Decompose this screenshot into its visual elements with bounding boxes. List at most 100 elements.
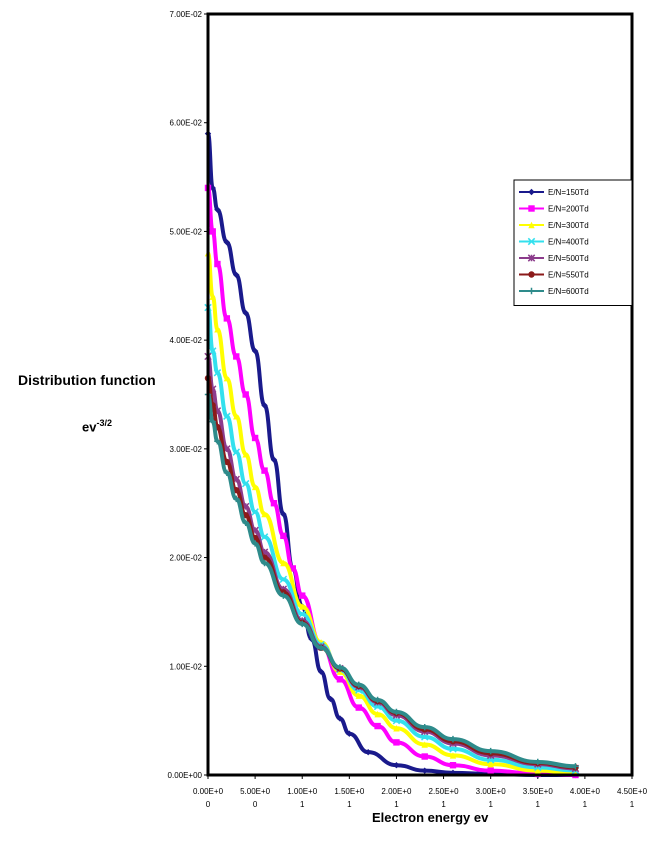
legend-entry: E/N=300Td (519, 221, 589, 230)
data-point-marker (449, 752, 457, 759)
data-point-marker (336, 668, 344, 675)
data-point-marker (355, 704, 362, 711)
legend-entry: E/N=500Td (519, 254, 589, 263)
data-point-marker (393, 725, 400, 732)
legend-label: E/N=550Td (548, 271, 589, 280)
legend: E/N=150Td E/N=200Td E/N=300Td E/N=400Td E/N=… (513, 179, 633, 306)
data-point-marker (317, 668, 325, 675)
data-point-marker (298, 610, 306, 618)
data-point-marker (242, 519, 249, 526)
data-point-marker (421, 723, 428, 731)
y-tick-label: 5.00E-02 (170, 227, 203, 236)
data-point-marker (393, 708, 400, 716)
legend-swatch-marker (528, 205, 535, 212)
data-point-marker (299, 620, 306, 628)
data-point-marker (487, 767, 494, 774)
data-point-marker (251, 483, 259, 491)
y-tick-label: 2.00E-02 (170, 554, 203, 563)
data-point-marker (355, 692, 362, 699)
y-tick-label: 4.00E-02 (170, 336, 203, 345)
legend-label: E/N=300Td (548, 221, 589, 230)
series-group (204, 130, 580, 779)
data-point-marker (261, 559, 268, 567)
legend-entry: E/N=400Td (519, 238, 589, 247)
data-point-marker (223, 469, 231, 476)
data-point-marker (449, 745, 457, 753)
data-point-marker (279, 575, 288, 584)
data-point-marker (280, 559, 287, 567)
legend-label: E/N=150Td (548, 188, 589, 197)
data-point-marker (299, 603, 306, 610)
data-point-marker (232, 448, 240, 456)
legend-entry: E/N=600Td (519, 287, 589, 296)
data-point-marker (223, 458, 231, 466)
data-point-marker (209, 228, 216, 235)
series-2 (204, 184, 579, 779)
data-point-marker (242, 391, 249, 398)
series-line (206, 251, 576, 775)
data-point-marker (270, 456, 278, 463)
x-tick-label: 2.00E+0 (381, 787, 412, 796)
data-point-marker (449, 735, 457, 743)
data-point-marker (242, 451, 249, 458)
data-point-marker (280, 532, 287, 540)
data-point-marker (420, 733, 429, 741)
data-point-marker (336, 676, 344, 683)
y-tick-label: 3.00E-02 (170, 445, 203, 454)
data-point-marker (289, 565, 296, 572)
data-point-marker (251, 540, 259, 547)
legend-swatch-marker (528, 287, 535, 295)
data-point-marker (392, 716, 401, 725)
data-point-marker (327, 695, 334, 703)
y-axis-ticks: 0.00E+00 1.00E-02 2.00E-02 3.00E-02 4.00E-02… (168, 10, 208, 780)
legend-entry: E/N=150Td (519, 188, 589, 197)
x-tick-label-line2: 0 (253, 800, 258, 809)
x-tick-label-line2: 1 (583, 800, 588, 809)
data-point-marker (534, 767, 541, 774)
data-point-marker (242, 309, 249, 317)
x-tick-label-line2: 1 (630, 800, 635, 809)
legend-swatch-marker (527, 254, 536, 262)
data-point-marker (251, 508, 259, 516)
series-line (206, 185, 576, 777)
x-tick-label-line2: 0 (206, 800, 211, 809)
data-point-marker (336, 664, 344, 671)
data-point-marker (209, 293, 216, 300)
x-tick-label-line2: 1 (441, 800, 446, 809)
data-point-marker (280, 510, 287, 518)
data-point-marker (209, 418, 216, 425)
data-point-marker (346, 730, 353, 737)
data-point-marker (449, 762, 457, 769)
data-point-marker (233, 495, 240, 503)
data-point-marker (393, 762, 400, 769)
x-tick-label-line2: 1 (488, 800, 493, 809)
y-axis-label: Distribution function (18, 372, 156, 388)
data-point-marker (261, 510, 268, 518)
y-tick-label: 7.00E-02 (170, 10, 203, 19)
data-point-marker (270, 500, 278, 507)
x-tick-label: 3.50E+0 (523, 787, 554, 796)
data-point-marker (317, 644, 325, 652)
data-point-marker (223, 374, 231, 382)
x-tick-label: 1.00E+0 (287, 787, 318, 796)
series-7 (204, 391, 579, 770)
data-point-marker (534, 758, 541, 766)
y-unit-base: ev (82, 419, 97, 435)
x-tick-label: 3.00E+0 (476, 787, 507, 796)
data-point-marker (223, 315, 231, 322)
y-tick-label: 0.00E+00 (168, 771, 203, 780)
legend-label: E/N=500Td (548, 254, 589, 263)
data-point-marker (214, 260, 221, 268)
data-point-marker (223, 239, 231, 246)
data-point-marker (374, 710, 381, 718)
x-tick-label: 0.00E+0 (193, 787, 224, 796)
data-point-marker (374, 722, 381, 730)
data-point-marker (374, 696, 381, 704)
data-point-marker (364, 748, 372, 756)
legend-label: E/N=400Td (548, 238, 589, 247)
x-tick-label: 5.00E+0 (240, 787, 271, 796)
data-point-marker (260, 533, 269, 541)
data-point-marker (213, 369, 222, 377)
series-line (206, 392, 576, 769)
x-tick-label-line2: 1 (394, 800, 399, 809)
